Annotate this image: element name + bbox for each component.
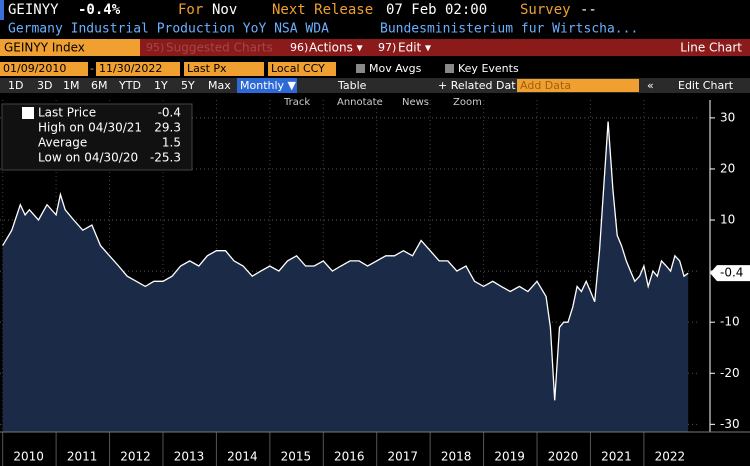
period[interactable]: 1D bbox=[8, 79, 23, 92]
period[interactable]: 1Y bbox=[154, 79, 168, 92]
legend-label: Low on 04/30/20 bbox=[38, 151, 138, 165]
survey-value: -- bbox=[580, 2, 597, 18]
last-price-tag bbox=[710, 265, 750, 282]
release-label: Next Release bbox=[272, 2, 373, 18]
tool[interactable]: Track bbox=[283, 97, 310, 108]
tool[interactable]: News bbox=[402, 97, 429, 108]
tool[interactable]: Annotate bbox=[337, 97, 383, 108]
for-label: For bbox=[178, 2, 203, 18]
x-tick-label: 2013 bbox=[174, 450, 205, 464]
release-value: 07 Feb 02:00 bbox=[386, 2, 487, 18]
actions[interactable]: Actions ▾ bbox=[309, 41, 363, 55]
change: -0.4% bbox=[78, 2, 121, 18]
arrows[interactable]: « bbox=[647, 79, 654, 92]
field: Last Px bbox=[187, 62, 227, 75]
x-tick-label: 2010 bbox=[13, 450, 44, 464]
survey-label: Survey bbox=[520, 2, 571, 18]
x-tick-label: 2018 bbox=[441, 450, 472, 464]
legend-label: Average bbox=[38, 136, 87, 150]
menu-bar bbox=[0, 39, 750, 56]
x-tick-label: 2019 bbox=[494, 450, 525, 464]
legend-swatch bbox=[22, 107, 34, 119]
freq-box[interactable] bbox=[237, 78, 297, 93]
period[interactable]: Max bbox=[208, 79, 231, 92]
period[interactable]: YTD bbox=[118, 79, 141, 92]
legend-label: High on 04/30/21 bbox=[38, 121, 142, 135]
period[interactable]: 1M bbox=[63, 79, 80, 92]
checkbox[interactable] bbox=[445, 64, 454, 73]
for-value: Nov bbox=[212, 2, 237, 18]
legend-value: -0.4 bbox=[158, 106, 181, 120]
x-tick-label: 2020 bbox=[548, 450, 579, 464]
plot bbox=[0, 100, 700, 432]
x-tick-label: 2015 bbox=[281, 450, 312, 464]
related[interactable]: + Related Dat bbox=[438, 79, 516, 92]
y-tick-label: 20 bbox=[720, 161, 735, 175]
currency: Local CCY bbox=[271, 62, 325, 75]
legend-label: Last Price bbox=[38, 106, 96, 120]
edit[interactable]: Edit ▾ bbox=[398, 41, 431, 55]
x-tick-label: 2011 bbox=[67, 450, 98, 464]
last-price-label: -0.4 bbox=[720, 266, 743, 280]
area bbox=[2, 121, 689, 432]
source: Bundesministerium fur Wirtscha... bbox=[380, 22, 638, 37]
security: GEINYY Index bbox=[4, 41, 85, 55]
line bbox=[2, 121, 689, 401]
y-tick-label: -30 bbox=[720, 417, 740, 431]
x-tick-label: 2021 bbox=[601, 450, 632, 464]
end-date: 11/30/2022 bbox=[99, 62, 162, 75]
y-tick-label: -10 bbox=[720, 315, 740, 329]
security-box[interactable] bbox=[0, 39, 140, 56]
period[interactable]: 6M bbox=[91, 79, 108, 92]
start-date: 01/09/2010 bbox=[3, 62, 66, 75]
add-box[interactable] bbox=[517, 79, 639, 92]
key-events: Key Events bbox=[458, 62, 519, 75]
description: Germany Industrial Production YoY NSA WD… bbox=[8, 22, 329, 37]
table[interactable]: Table bbox=[337, 79, 367, 92]
date-box[interactable] bbox=[0, 62, 88, 76]
suggested[interactable]: Suggested Charts bbox=[166, 41, 273, 55]
edit-num: 97) bbox=[378, 41, 396, 54]
chart-kind: Line Chart bbox=[680, 41, 742, 55]
ticker: GEINYY bbox=[8, 2, 59, 18]
legend-value: -25.3 bbox=[150, 151, 181, 165]
legend-value: 29.3 bbox=[154, 121, 181, 135]
x-tick-label: 2012 bbox=[120, 450, 151, 464]
period[interactable]: 5Y bbox=[181, 79, 195, 92]
x-tick-label: 2017 bbox=[387, 450, 418, 464]
mov-avgs: Mov Avgs bbox=[369, 62, 422, 75]
dash: - bbox=[90, 62, 94, 75]
date-box[interactable] bbox=[96, 62, 180, 76]
y-tick-label: 30 bbox=[720, 110, 735, 124]
period[interactable]: 3D bbox=[37, 79, 52, 92]
y-tick-label: 10 bbox=[720, 213, 735, 227]
x-tick-label: 2016 bbox=[334, 450, 365, 464]
actions-num: 96) bbox=[290, 41, 308, 54]
y-tick-label: -20 bbox=[720, 366, 740, 380]
checkbox[interactable] bbox=[356, 64, 365, 73]
edit-chart[interactable]: Edit Chart bbox=[678, 79, 734, 92]
x-tick-label: 2014 bbox=[227, 450, 258, 464]
x-tick-label: 2022 bbox=[655, 450, 686, 464]
legend-value: 1.5 bbox=[162, 136, 181, 150]
frequency: Monthly ▼ bbox=[240, 79, 297, 92]
ccy-box[interactable] bbox=[268, 62, 336, 76]
field-box[interactable] bbox=[184, 62, 264, 76]
tool[interactable]: Zoom bbox=[453, 97, 482, 108]
add-data: Add Data bbox=[520, 79, 571, 92]
marker bbox=[0, 0, 4, 20]
suggested-num: 95) bbox=[146, 41, 164, 54]
